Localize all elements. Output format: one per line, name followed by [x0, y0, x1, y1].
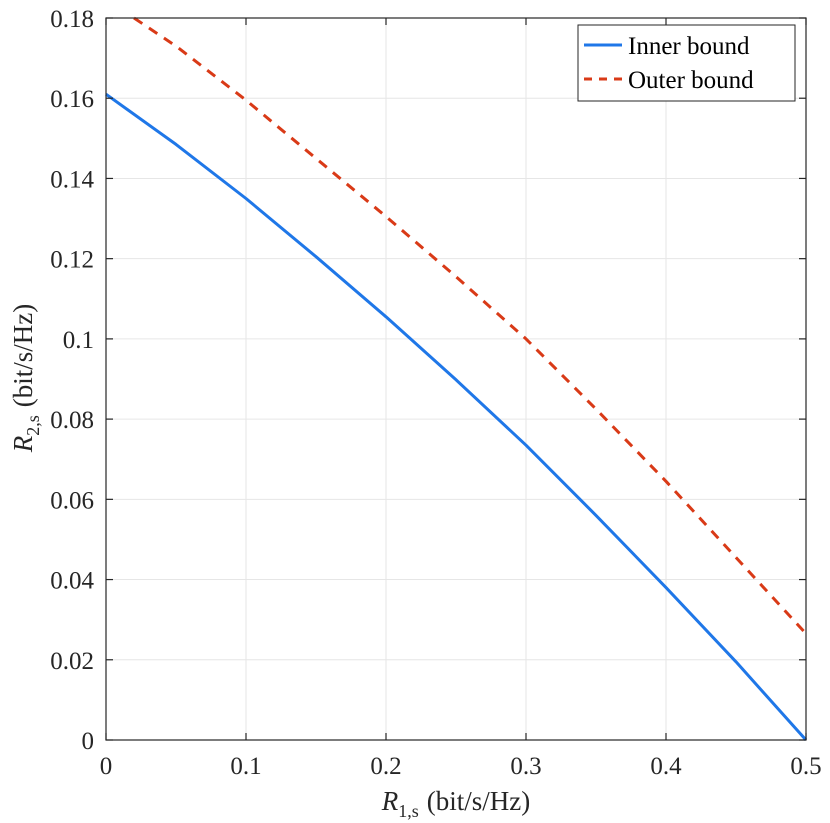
y-axis-label-subscript: 2,s	[23, 415, 43, 436]
y-tick-label: 0.08	[50, 407, 94, 434]
plot-frame	[105, 17, 807, 741]
x-tick-label: 0.3	[510, 753, 541, 780]
legend-label-outer-bound: Outer bound	[628, 67, 754, 94]
legend: Inner bound Outer bound	[577, 24, 796, 102]
y-tick-label: 0.04	[50, 568, 94, 595]
legend-box	[577, 24, 796, 102]
y-axis-label: R2,s (bit/s/Hz)	[8, 304, 43, 454]
y-tick-label: 0.1	[63, 327, 94, 354]
x-axis-label-subscript: 1,s	[398, 801, 419, 821]
y-tick-label: 0.12	[50, 247, 94, 274]
series-layer	[105, 16, 808, 742]
y-tick-label: 0.06	[50, 487, 94, 514]
x-tick-label: 0.2	[370, 753, 401, 780]
legend-label-inner-bound: Inner bound	[628, 33, 750, 60]
x-tick-label: 0.4	[650, 753, 682, 780]
y-tick-label: 0.14	[50, 166, 94, 193]
x-tick-label: 0	[100, 753, 113, 780]
series-line-inner-bound	[105, 92, 808, 742]
y-tick-label: 0.02	[50, 648, 94, 675]
x-axis-label: R1,s (bit/s/Hz)	[381, 786, 531, 821]
y-tick-label: 0	[82, 728, 95, 755]
x-axis-label-symbol: R	[381, 786, 399, 816]
series-line-outer-bound	[133, 16, 808, 635]
y-tick-label: 0.18	[50, 6, 94, 33]
y-axis-label-unit: (bit/s/Hz)	[8, 304, 38, 407]
tick-labels: 0 0.1 0.2 0.3 0.4 0.5 0 0.02 0.04 0.06 0.08 0.1 0.12…	[50, 6, 821, 780]
y-tick-label: 0.16	[50, 86, 94, 113]
y-axis-label-symbol: R	[8, 435, 38, 453]
x-tick-label: 0.5	[790, 753, 821, 780]
x-axis-label-unit: (bit/s/Hz)	[427, 786, 530, 816]
ticks	[105, 17, 807, 741]
x-tick-label: 0.1	[230, 753, 261, 780]
